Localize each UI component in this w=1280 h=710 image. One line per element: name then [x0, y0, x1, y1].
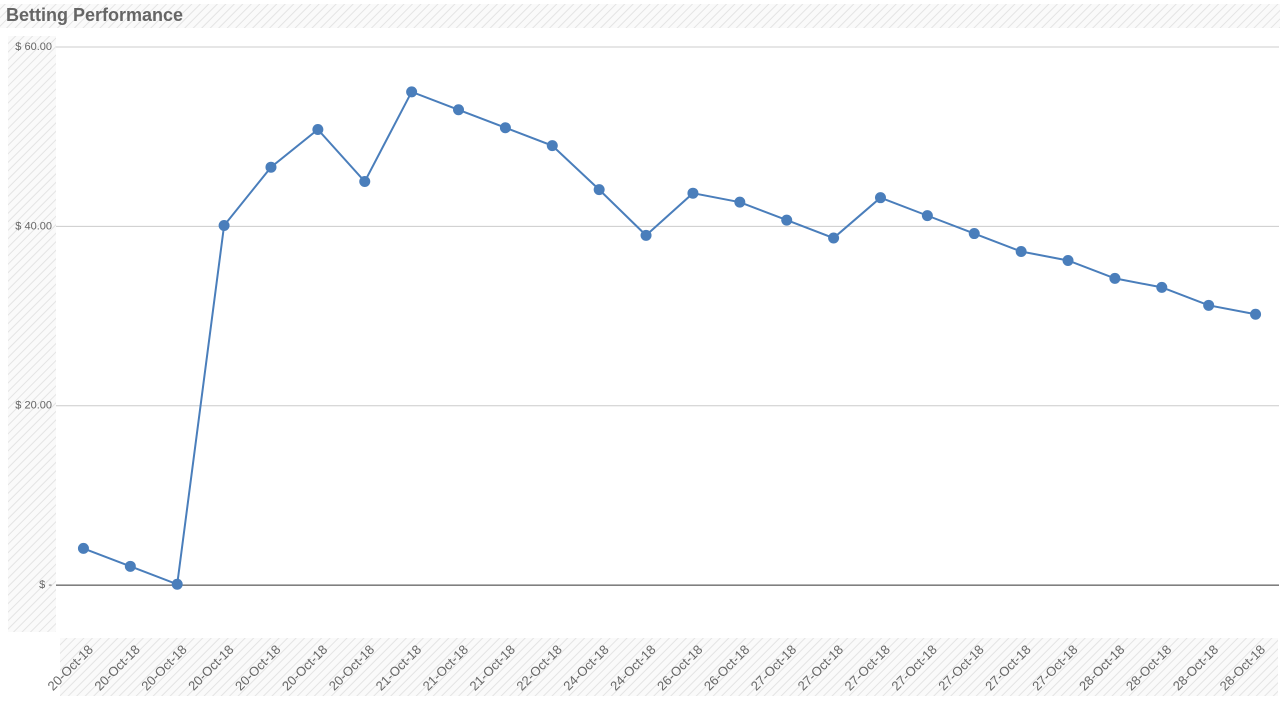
point	[687, 187, 699, 199]
point	[640, 229, 652, 241]
point	[968, 228, 980, 240]
point	[77, 542, 89, 554]
point	[921, 210, 933, 222]
point	[1250, 308, 1262, 320]
y-tick-label: $ 20.00	[15, 400, 52, 412]
point	[312, 124, 324, 136]
point	[218, 219, 230, 231]
title-band	[0, 4, 1280, 28]
point	[1109, 272, 1121, 284]
point	[546, 140, 558, 152]
point	[781, 214, 793, 226]
point	[874, 192, 886, 204]
point	[265, 161, 277, 173]
y-tick-label: $ -	[39, 579, 52, 591]
point	[406, 86, 418, 98]
y-tick-label: $ 40.00	[15, 220, 52, 232]
point	[734, 196, 746, 208]
point	[1203, 299, 1215, 311]
y-tick-label: $ 60.00	[15, 41, 52, 53]
x-axis-band	[60, 638, 1278, 696]
y-axis-band	[8, 36, 56, 632]
point	[593, 184, 605, 196]
point	[499, 122, 511, 134]
point	[124, 560, 136, 572]
line	[83, 90, 1256, 586]
point	[1062, 254, 1074, 266]
point	[1156, 281, 1168, 293]
point	[171, 578, 183, 590]
chart-title: Betting Performance	[6, 5, 183, 25]
point	[828, 232, 840, 244]
point	[1015, 245, 1027, 257]
point	[359, 176, 371, 188]
point	[453, 104, 465, 116]
